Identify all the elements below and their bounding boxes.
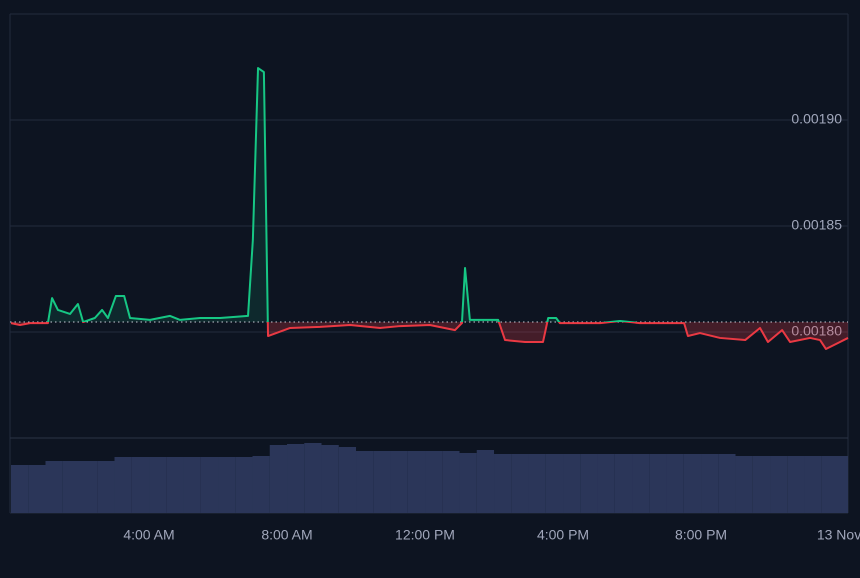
volume-bar [269, 445, 288, 513]
y-tick-label: 0.00185 [791, 217, 842, 233]
price-line [10, 67, 849, 350]
x-tick-label: 12:00 PM [395, 527, 455, 543]
volume-bar [304, 443, 322, 513]
volume-bar [200, 457, 219, 513]
volume-bar [131, 457, 150, 513]
volume-bar [80, 461, 98, 513]
volume-bar [787, 456, 805, 513]
volume-bar [218, 457, 236, 513]
volume-bar [442, 451, 460, 513]
volume-bar [321, 445, 339, 513]
volume-bar [511, 454, 529, 513]
volume-bar [683, 454, 702, 513]
x-tick-label: 8:00 PM [675, 527, 727, 543]
volume-bar [821, 456, 848, 513]
volume-bar [407, 451, 426, 513]
volume-bar [476, 450, 495, 513]
volume-bar [735, 456, 753, 513]
volume-bar [528, 454, 546, 513]
volume-bar [580, 454, 598, 513]
volume-bar [287, 444, 305, 513]
volume-bar [649, 454, 667, 513]
volume-bar [252, 456, 270, 513]
volume-bar [338, 447, 357, 513]
volume-bar [149, 457, 167, 513]
volume-bar [97, 461, 115, 513]
x-tick-label: 4:00 AM [123, 527, 174, 543]
volume-bar [425, 451, 443, 513]
x-tick-label: 4:00 PM [537, 527, 589, 543]
volume-bar [770, 456, 788, 513]
volume-bar [28, 465, 46, 513]
volume-bar [563, 454, 581, 513]
x-tick-label: 13 Nov [817, 527, 860, 543]
volume-bar [494, 454, 512, 513]
volume-bar [545, 454, 564, 513]
volume-bar [752, 456, 771, 513]
volume-bar [804, 456, 822, 513]
volume-bar [701, 454, 719, 513]
volume-bar [597, 454, 615, 513]
volume-bar [166, 457, 184, 513]
y-tick-label: 0.00190 [791, 111, 842, 127]
volume-bar [11, 465, 29, 513]
area-below [11, 322, 848, 349]
x-tick-label: 8:00 AM [261, 527, 312, 543]
volume-bar [632, 454, 650, 513]
volume-bar [356, 451, 374, 513]
volume-bar [390, 451, 408, 513]
volume-bar [614, 454, 633, 513]
volume-bar [62, 461, 81, 513]
volume-bar [183, 457, 201, 513]
volume-bar [666, 454, 684, 513]
volume-bar [373, 451, 391, 513]
volume-bar [235, 457, 253, 513]
volume-bar [45, 461, 63, 513]
y-tick-label: 0.00180 [791, 323, 842, 339]
volume-bar [718, 454, 736, 513]
volume-bar [459, 453, 477, 513]
volume-bar [114, 457, 132, 513]
